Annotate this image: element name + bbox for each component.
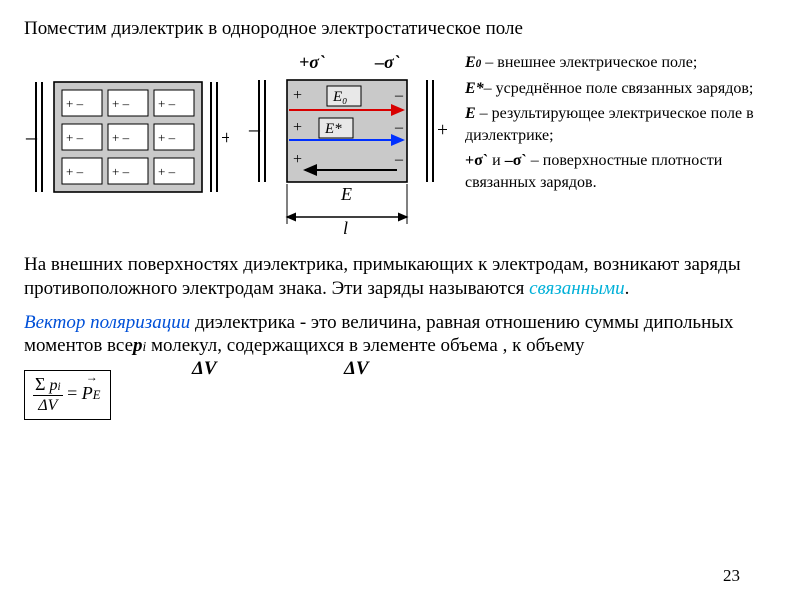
figure-dipole-grid: – + + – + – + – + – + – + – <box>24 52 229 212</box>
paragraph-bound-charges: На внешних поверхностях диэлектрика, при… <box>24 253 776 301</box>
figure-row: – + + – + – + – + – + – + – <box>24 52 776 247</box>
page-number: 23 <box>723 566 740 586</box>
svg-text:–: – <box>248 116 261 141</box>
figure-legend: E0 – внешнее электрическое поле; E*– уср… <box>465 52 776 198</box>
svg-text:–: – <box>394 119 404 136</box>
e0-label: E₀ <box>332 89 347 105</box>
svg-text:+: + <box>293 119 302 136</box>
svg-text:+ –: + – <box>158 96 176 111</box>
svg-text:+ –: + – <box>66 164 84 179</box>
svg-text:+: + <box>293 151 302 168</box>
paragraph-polarization-vector: Вектор поляризации диэлектрика - это вел… <box>24 311 776 359</box>
estar-label: E* <box>324 121 342 137</box>
svg-text:+: + <box>293 87 302 104</box>
svg-text:+ –: + – <box>112 96 130 111</box>
svg-text:–: – <box>394 151 404 168</box>
e-label: E <box>340 184 352 204</box>
polarization-formula: Σ pi ΔV = → PE <box>24 370 111 420</box>
svg-text:+ –: + – <box>66 130 84 145</box>
svg-text:+: + <box>437 119 447 141</box>
svg-text:+ –: + – <box>112 164 130 179</box>
svg-text:–: – <box>25 124 38 149</box>
svg-text:+ –: + – <box>112 130 130 145</box>
svg-text:–: – <box>394 87 404 104</box>
sigma-minus-label: –σ` <box>374 52 400 72</box>
figure-fields: +σ` –σ` – + + – + – + – <box>247 52 447 247</box>
page-title: Поместим диэлектрик в однородное электро… <box>24 18 776 40</box>
sigma-plus-label: +σ` <box>299 52 325 72</box>
svg-text:+: + <box>221 127 229 149</box>
l-label: l <box>343 218 348 238</box>
svg-text:+ –: + – <box>158 164 176 179</box>
svg-text:+ –: + – <box>158 130 176 145</box>
svg-text:+ –: + – <box>66 96 84 111</box>
